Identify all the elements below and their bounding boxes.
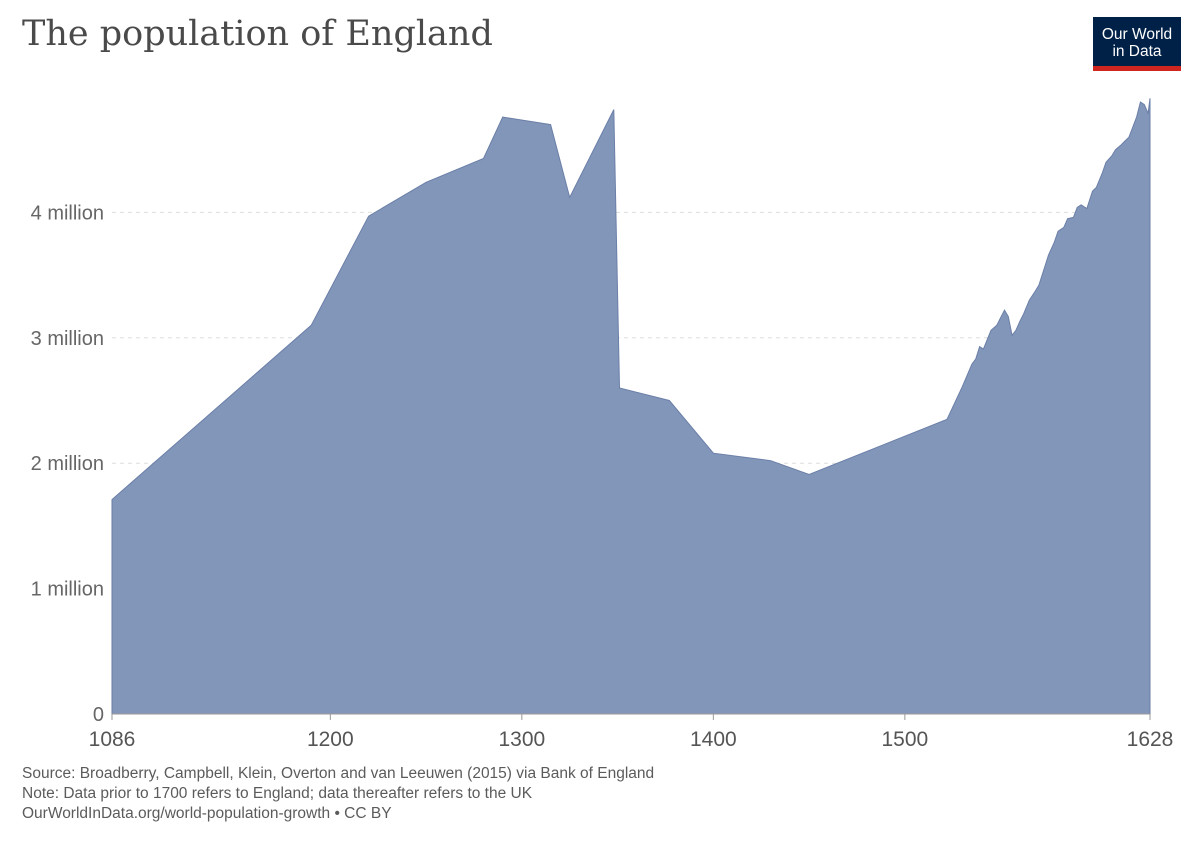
- x-tick-label: 1400: [690, 728, 737, 751]
- x-tick-label: 1086: [89, 728, 136, 751]
- logo-line-1: Our World: [1101, 26, 1173, 43]
- owid-logo[interactable]: Our World in Data: [1093, 17, 1181, 71]
- logo-line-2: in Data: [1112, 43, 1162, 60]
- x-tick-label: 1200: [307, 728, 354, 751]
- y-tick-label: 3 million: [31, 328, 104, 350]
- chart-title: The population of England: [22, 14, 493, 54]
- area-series: [111, 98, 1151, 715]
- x-tick-label: 1628: [1127, 728, 1174, 751]
- population-area[interactable]: [111, 98, 1151, 715]
- x-axis-ticks: 1086 1200 1300 1400 1500 1628: [89, 713, 1174, 751]
- y-tick-label: 4 million: [31, 202, 104, 224]
- note-text: Note: Data prior to 1700 refers to Engla…: [22, 785, 533, 802]
- x-tick-label: 1500: [882, 728, 929, 751]
- y-tick-label: 0: [93, 704, 104, 726]
- source-text: Source: Broadberry, Campbell, Klein, Ove…: [22, 765, 655, 782]
- y-tick-label: 1 million: [31, 579, 104, 601]
- y-axis-ticks: 0 1 million 2 million 3 million 4 million: [31, 202, 104, 726]
- population-area-chart: 0 1 million 2 million 3 million 4 million 10…: [31, 98, 1174, 751]
- chart-footer: Source: Broadberry, Campbell, Klein, Ove…: [22, 764, 654, 824]
- y-tick-label: 2 million: [31, 453, 104, 475]
- x-tick-label: 1300: [498, 728, 545, 751]
- url-text[interactable]: OurWorldInData.org/world-population-grow…: [22, 805, 392, 822]
